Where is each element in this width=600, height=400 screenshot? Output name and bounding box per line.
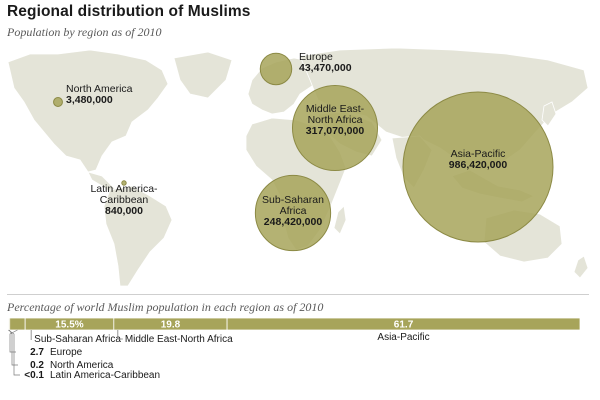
bubble-europe [259, 52, 293, 86]
region-label-latin-america-caribbean-line-1: Latin America- [90, 183, 158, 195]
bubble-latin-america-caribbean [121, 180, 127, 186]
leader-north-america [8, 329, 18, 366]
bubble-layer [53, 52, 554, 252]
region-label-middle-east-north-africa-line-1: Middle East- [306, 103, 365, 115]
landmass-north-america [7, 49, 169, 173]
region-label-sub-saharan-africa-line-1: Sub-Saharan [262, 194, 324, 206]
region-value-middle-east-north-africa: 317,070,000 [306, 125, 365, 137]
region-value-north-america: 3,480,000 [66, 94, 113, 106]
percentage-bar-chart: 15.5% 19.8 61.7 Sub-Saharan Africa Middle Ea… [7, 317, 581, 381]
bar-value-north-america: 0.2 [30, 360, 44, 371]
section-divider [7, 294, 589, 295]
leader-europe [9, 329, 18, 353]
bubble-sub-saharan-africa [254, 174, 332, 252]
bar-value-latin-america-caribbean: <0.1 [24, 370, 44, 381]
leader-latin-america-caribbean [8, 329, 20, 376]
region-value-latin-america-caribbean: 840,000 [105, 205, 143, 217]
landmass-new-zealand [573, 255, 589, 279]
landmass-madagascar [333, 205, 347, 235]
bar-legend-middle-east-north-africa: Middle East-North Africa [125, 334, 233, 345]
bar-legend-europe: Europe [50, 347, 83, 358]
bar-value-sub-saharan-africa: 15.5% [55, 320, 83, 331]
region-value-sub-saharan-africa: 248,420,000 [264, 216, 323, 228]
landmass-japan [541, 101, 557, 127]
landmass-greenland [173, 51, 233, 99]
bar-legend-asia-pacific: Asia-Pacific [377, 332, 429, 343]
region-label-middle-east-north-africa-line-2: North Africa [308, 114, 363, 126]
bubble-middle-east-north-africa [291, 84, 379, 172]
region-label-asia-pacific: Asia-Pacific [451, 148, 506, 160]
region-label-north-america: North America [66, 83, 133, 95]
bar-segment-europe [9, 317, 26, 331]
bar-legend-north-america: North America [50, 360, 114, 371]
bar-segment-asia-pacific [226, 317, 581, 331]
bar-value-asia-pacific: 61.7 [394, 320, 414, 331]
chart-subtitle: Population by region as of 2010 [7, 25, 162, 39]
bar-value-europe: 2.7 [30, 347, 44, 358]
bar-legend-sub-saharan-africa: Sub-Saharan Africa [34, 334, 121, 345]
chart-title: Regional distribution of Muslims [7, 3, 251, 20]
leader-middle-east-north-africa [117, 330, 123, 340]
region-value-asia-pacific: 986,420,000 [449, 159, 508, 171]
bar-value-middle-east-north-africa: 19.8 [161, 320, 181, 331]
region-value-europe: 43,470,000 [299, 62, 352, 74]
bubble-asia-pacific [402, 91, 554, 243]
percentage-title: Percentage of world Muslim population in… [7, 300, 324, 314]
region-label-sub-saharan-africa-line-2: Africa [280, 205, 307, 217]
landmass-south-america [103, 185, 173, 287]
bubble-north-america [53, 97, 63, 107]
bar-legend-latin-america-caribbean: Latin America-Caribbean [50, 370, 160, 381]
region-label-europe: Europe [299, 51, 333, 63]
region-label-latin-america-caribbean-line-2: Caribbean [100, 194, 149, 206]
